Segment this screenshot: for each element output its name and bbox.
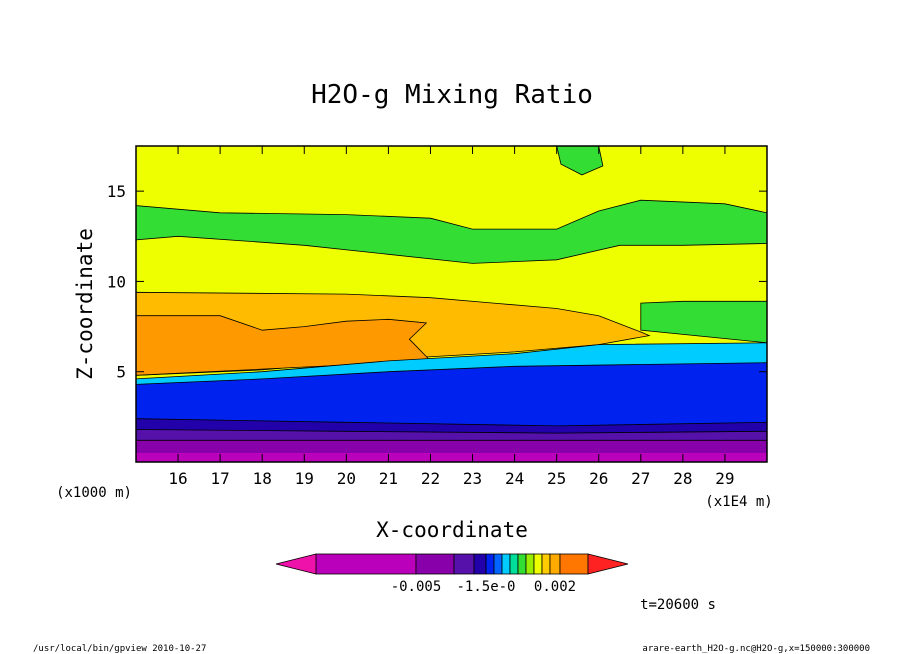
colorbar-segment-12 — [549, 553, 561, 575]
colorbar-segment-13 — [559, 553, 589, 575]
x-tick-label-10: 26 — [589, 469, 608, 488]
colorbar-segment-8 — [517, 553, 527, 575]
x-tick-label-6: 22 — [421, 469, 440, 488]
colorbar-segment-3 — [473, 553, 487, 575]
x-axis-ticks: 16 17 18 19 20 21 22 23 24 25 26 27 28 29 — [168, 146, 735, 488]
y-tick-label-0: 5 — [116, 363, 126, 382]
plot-frame — [135, 145, 768, 463]
band-magenta-bottom — [136, 452, 767, 462]
y-unit-label: (x1000 m) — [56, 485, 132, 501]
x-tick-label-0: 16 — [168, 469, 187, 488]
colorbar-label-2: 0.002 — [534, 579, 576, 595]
colorbar-labels: -0.005 -1.5e-0 0.002 — [391, 579, 576, 595]
x-tick-label-11: 27 — [631, 469, 650, 488]
plot-area: 16 17 18 19 20 21 22 23 24 25 26 27 28 29 5 10 15 — [107, 145, 768, 488]
y-axis-label: Z-coordinate — [73, 228, 97, 380]
colorbar-segment-9 — [525, 553, 535, 575]
time-label: t=20600 s — [640, 597, 716, 613]
x-tick-label-5: 21 — [379, 469, 398, 488]
colorbar-segment-1 — [415, 553, 455, 575]
colorbar-segment-11 — [541, 553, 551, 575]
colorbar-segment-5 — [493, 553, 503, 575]
colorbar — [275, 553, 629, 575]
colorbar-segment-4 — [485, 553, 495, 575]
colorbar-segment-10 — [533, 553, 543, 575]
footer-left: /usr/local/bin/gpview 2010-10-27 — [33, 644, 206, 654]
x-tick-label-7: 23 — [463, 469, 482, 488]
x-tick-label-4: 20 — [337, 469, 356, 488]
colorbar-segment-7 — [509, 553, 519, 575]
contour-bands — [135, 145, 768, 463]
colorbar-segment-0 — [315, 553, 417, 575]
x-tick-label-1: 17 — [211, 469, 230, 488]
x-tick-label-13: 29 — [715, 469, 734, 488]
y-axis-ticks: 5 10 15 — [107, 182, 767, 382]
y-tick-label-2: 15 — [107, 182, 126, 201]
colorbar-segment-2 — [453, 553, 475, 575]
footer-right: arare-earth_H2O-g.nc@H2O-g,x=150000:3000… — [642, 644, 870, 654]
x-tick-label-8: 24 — [505, 469, 524, 488]
x-axis-label: X-coordinate — [376, 518, 528, 542]
x-tick-label-2: 18 — [253, 469, 272, 488]
colorbar-left-arrow — [275, 553, 317, 575]
x-tick-label-12: 28 — [673, 469, 692, 488]
x-tick-label-3: 19 — [295, 469, 314, 488]
colorbar-label-0: -0.005 — [391, 579, 442, 595]
x-tick-label-9: 25 — [547, 469, 566, 488]
chart-title: H2O-g Mixing Ratio — [311, 80, 593, 110]
colorbar-label-1: -1.5e-0 — [456, 579, 515, 595]
y-tick-label-1: 10 — [107, 272, 126, 291]
x-unit-label: (x1E4 m) — [705, 494, 772, 510]
colorbar-right-arrow — [587, 553, 629, 575]
colorbar-segment-6 — [501, 553, 511, 575]
